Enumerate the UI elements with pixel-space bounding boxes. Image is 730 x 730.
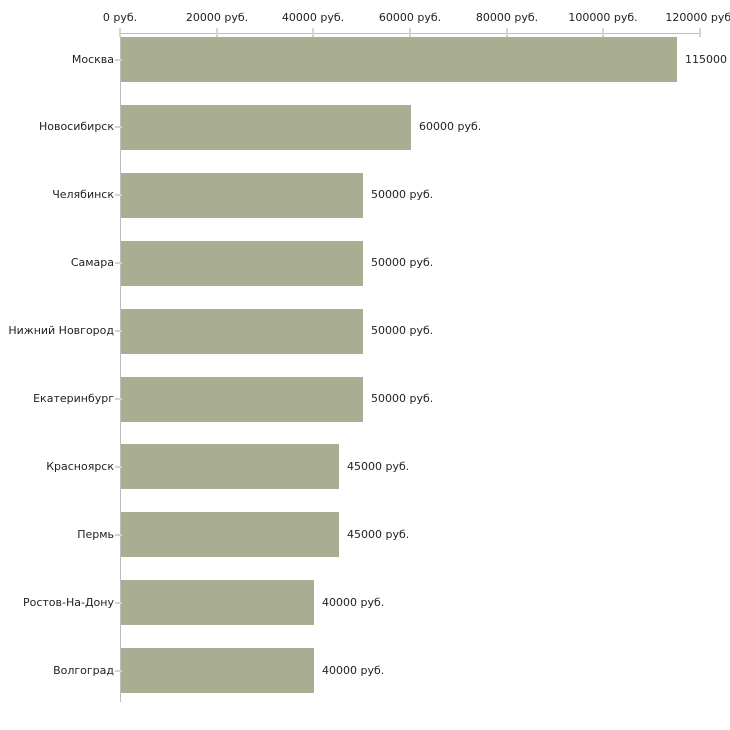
x-axis-tick xyxy=(699,28,701,37)
value-label: 115000 руб. xyxy=(685,52,730,66)
bar xyxy=(121,512,339,557)
bar xyxy=(121,173,363,218)
value-label: 45000 руб. xyxy=(347,527,410,541)
category-tick xyxy=(115,262,122,264)
bar xyxy=(121,105,411,150)
category-tick xyxy=(115,126,122,128)
bar xyxy=(121,37,677,82)
value-label: 40000 руб. xyxy=(322,595,385,609)
x-axis-tick xyxy=(602,28,604,37)
x-axis-tick-label: 20000 руб. xyxy=(185,11,249,24)
category-label: Самара xyxy=(70,256,114,270)
bar xyxy=(121,241,363,286)
category-tick xyxy=(115,602,122,604)
value-label: 50000 руб. xyxy=(371,188,434,202)
bar xyxy=(121,377,363,422)
category-label: Екатеринбург xyxy=(33,392,114,405)
category-tick xyxy=(115,59,122,61)
y-axis-line xyxy=(120,33,121,702)
value-label: 40000 руб. xyxy=(322,663,385,677)
value-label: 50000 руб. xyxy=(371,324,434,338)
x-axis-tick xyxy=(506,28,508,37)
value-label: 50000 руб. xyxy=(371,392,434,405)
category-tick xyxy=(115,194,122,196)
x-axis-tick xyxy=(312,28,314,37)
value-label: 45000 руб. xyxy=(347,459,410,473)
x-axis-tick-label: 60000 руб. xyxy=(378,11,442,24)
value-label: 60000 руб. xyxy=(419,120,482,134)
category-tick xyxy=(115,534,122,536)
category-label: Новосибирск xyxy=(38,120,114,134)
x-axis-tick-label: 40000 руб. xyxy=(281,11,345,24)
category-label: Ростов-На-Дону xyxy=(22,595,114,609)
x-axis-tick xyxy=(119,28,121,37)
x-axis-tick-label: 0 руб. xyxy=(102,11,138,24)
x-axis-tick-label: 120000 руб. xyxy=(665,11,730,24)
bar xyxy=(121,580,314,625)
value-label: 50000 руб. xyxy=(371,256,434,270)
category-label: Волгоград xyxy=(53,663,114,677)
category-label: Москва xyxy=(71,52,114,66)
x-axis-tick xyxy=(409,28,411,37)
category-label: Пермь xyxy=(77,527,114,541)
bar xyxy=(121,444,339,489)
bar xyxy=(121,309,363,354)
category-tick xyxy=(115,670,122,672)
category-tick xyxy=(115,398,122,400)
category-label: Челябинск xyxy=(52,188,114,202)
x-axis-tick xyxy=(216,28,218,37)
category-tick xyxy=(115,330,122,332)
category-label: Красноярск xyxy=(46,459,114,473)
bar xyxy=(121,648,314,693)
category-tick xyxy=(115,466,122,468)
x-axis-tick-label: 80000 руб. xyxy=(475,11,539,24)
category-label: Нижний Новгород xyxy=(8,324,114,338)
x-axis-tick-label: 100000 руб. xyxy=(568,11,638,24)
